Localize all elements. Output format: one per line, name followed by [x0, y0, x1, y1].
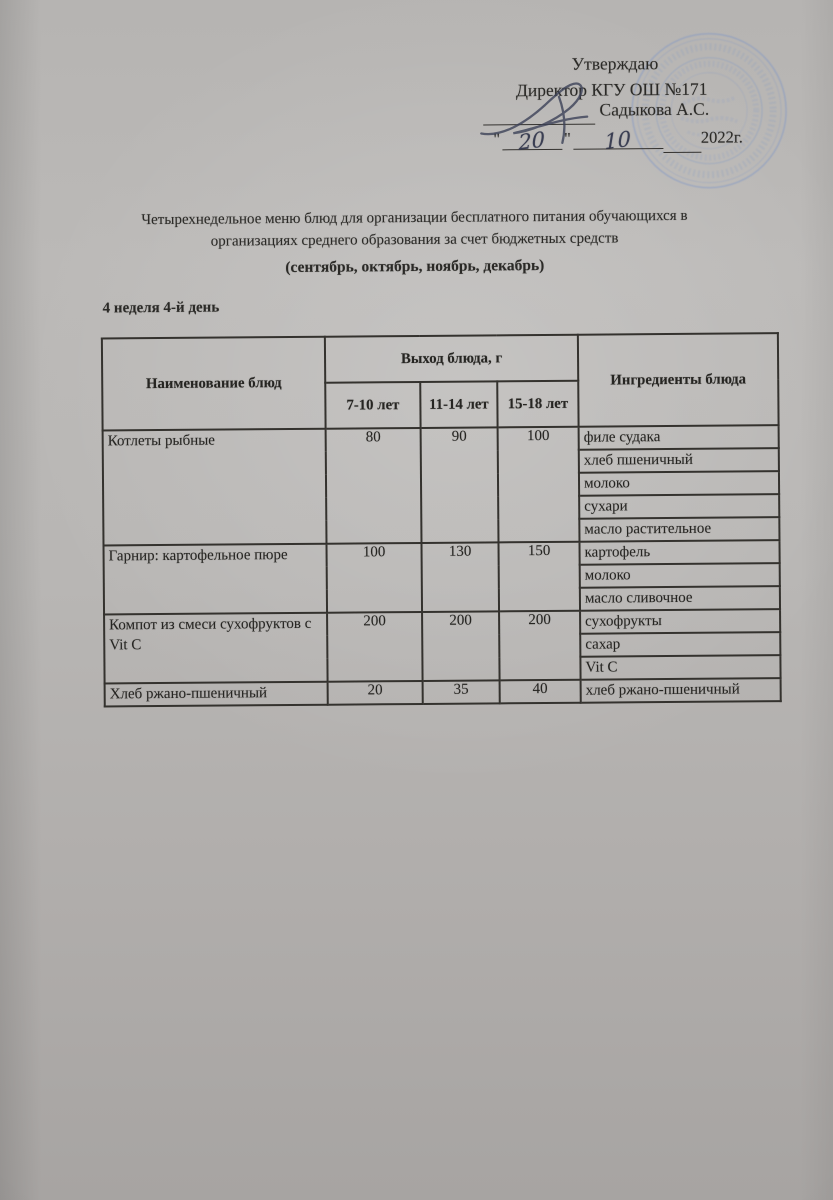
date-year: 2022г.: [700, 127, 743, 147]
dish-name: Компот из смеси сухофруктов с Vit C: [104, 612, 328, 684]
header-dish-name: Наименование блюд: [101, 336, 326, 431]
ingredient-cell: Vit C: [580, 655, 781, 680]
approval-word: Утверждаю: [571, 53, 659, 74]
menu-table: Наименование блюд Выход блюда, г Ингреди…: [101, 332, 782, 707]
round-stamp-icon: [631, 32, 787, 189]
amount-7-10: 100: [326, 542, 423, 613]
ingredient-cell: сахар: [580, 632, 781, 657]
ingredient-cell: картофель: [579, 540, 780, 565]
amount-7-10: 20: [327, 680, 423, 705]
ingredient-cell: хлеб ржано-пшеничный: [580, 678, 781, 703]
amount-15-18: 100: [497, 426, 580, 543]
ingredient-cell: сухофрукты: [580, 609, 781, 634]
signature-ink-icon: [480, 82, 589, 144]
ingredient-cell: хлеб пшеничный: [578, 448, 779, 473]
document-title: Четырехнедельное меню блюд для организац…: [48, 204, 781, 254]
header-output: Выход блюда, г: [324, 334, 579, 383]
amount-7-10: 80: [325, 427, 422, 544]
dish-name: Котлеты рыбные: [102, 428, 327, 546]
amount-7-10: 200: [327, 611, 423, 682]
header-ingredients: Ингредиенты блюда: [577, 333, 779, 427]
date-filler-line: [662, 131, 701, 154]
header-age-7-10: 7-10 лет: [325, 381, 421, 429]
ingredient-cell: масло растительное: [579, 517, 780, 542]
ingredient-cell: сухари: [579, 494, 780, 519]
amount-15-18: 40: [499, 679, 581, 704]
dish-name: Хлеб ржано-пшеничный: [104, 681, 328, 707]
amount-15-18: 200: [499, 610, 581, 681]
ingredient-cell: молоко: [578, 471, 780, 496]
menu-table-header: Наименование блюд Выход блюда, г Ингреди…: [101, 333, 779, 431]
amount-11-14: 130: [421, 542, 500, 612]
header-age-15-18: 15-18 лет: [497, 380, 579, 428]
amount-15-18: 150: [498, 541, 581, 612]
week-day-label: 4 неделя 4-й день: [102, 299, 220, 317]
ingredient-cell: масло сливочное: [579, 586, 781, 611]
amount-11-14: 90: [420, 427, 499, 543]
months-subtitle: (сентябрь, октябрь, ноябрь, декабрь): [285, 256, 545, 277]
dish-name: Гарнир: картофельное пюре: [103, 543, 328, 615]
table-row: Хлеб ржано-пшеничный 20 35 40 хлеб ржано…: [104, 678, 781, 707]
amount-11-14: 35: [422, 680, 500, 704]
header-age-11-14: 11-14 лет: [420, 381, 498, 428]
amount-11-14: 200: [422, 611, 500, 681]
ingredient-cell: филе судака: [578, 425, 779, 450]
ingredient-cell: молоко: [579, 563, 780, 588]
